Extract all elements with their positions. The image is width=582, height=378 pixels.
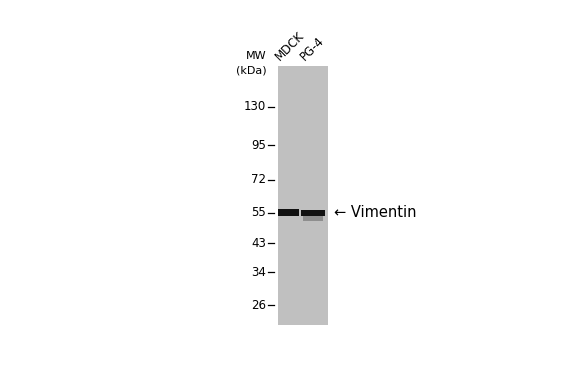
Text: 34: 34 xyxy=(251,266,266,279)
Text: 95: 95 xyxy=(251,139,266,152)
Text: 55: 55 xyxy=(251,206,266,219)
Text: 26: 26 xyxy=(251,299,266,312)
Text: 43: 43 xyxy=(251,237,266,250)
Text: 72: 72 xyxy=(251,173,266,186)
Text: PG-4: PG-4 xyxy=(298,34,327,63)
Text: ← Vimentin: ← Vimentin xyxy=(334,205,417,220)
Text: 130: 130 xyxy=(244,100,266,113)
Bar xyxy=(300,210,325,216)
Text: MW: MW xyxy=(246,51,266,61)
Text: MDCK: MDCK xyxy=(274,29,307,63)
Bar xyxy=(278,66,328,325)
Bar xyxy=(303,216,323,221)
Text: (kDa): (kDa) xyxy=(236,66,266,76)
Bar xyxy=(278,209,299,217)
